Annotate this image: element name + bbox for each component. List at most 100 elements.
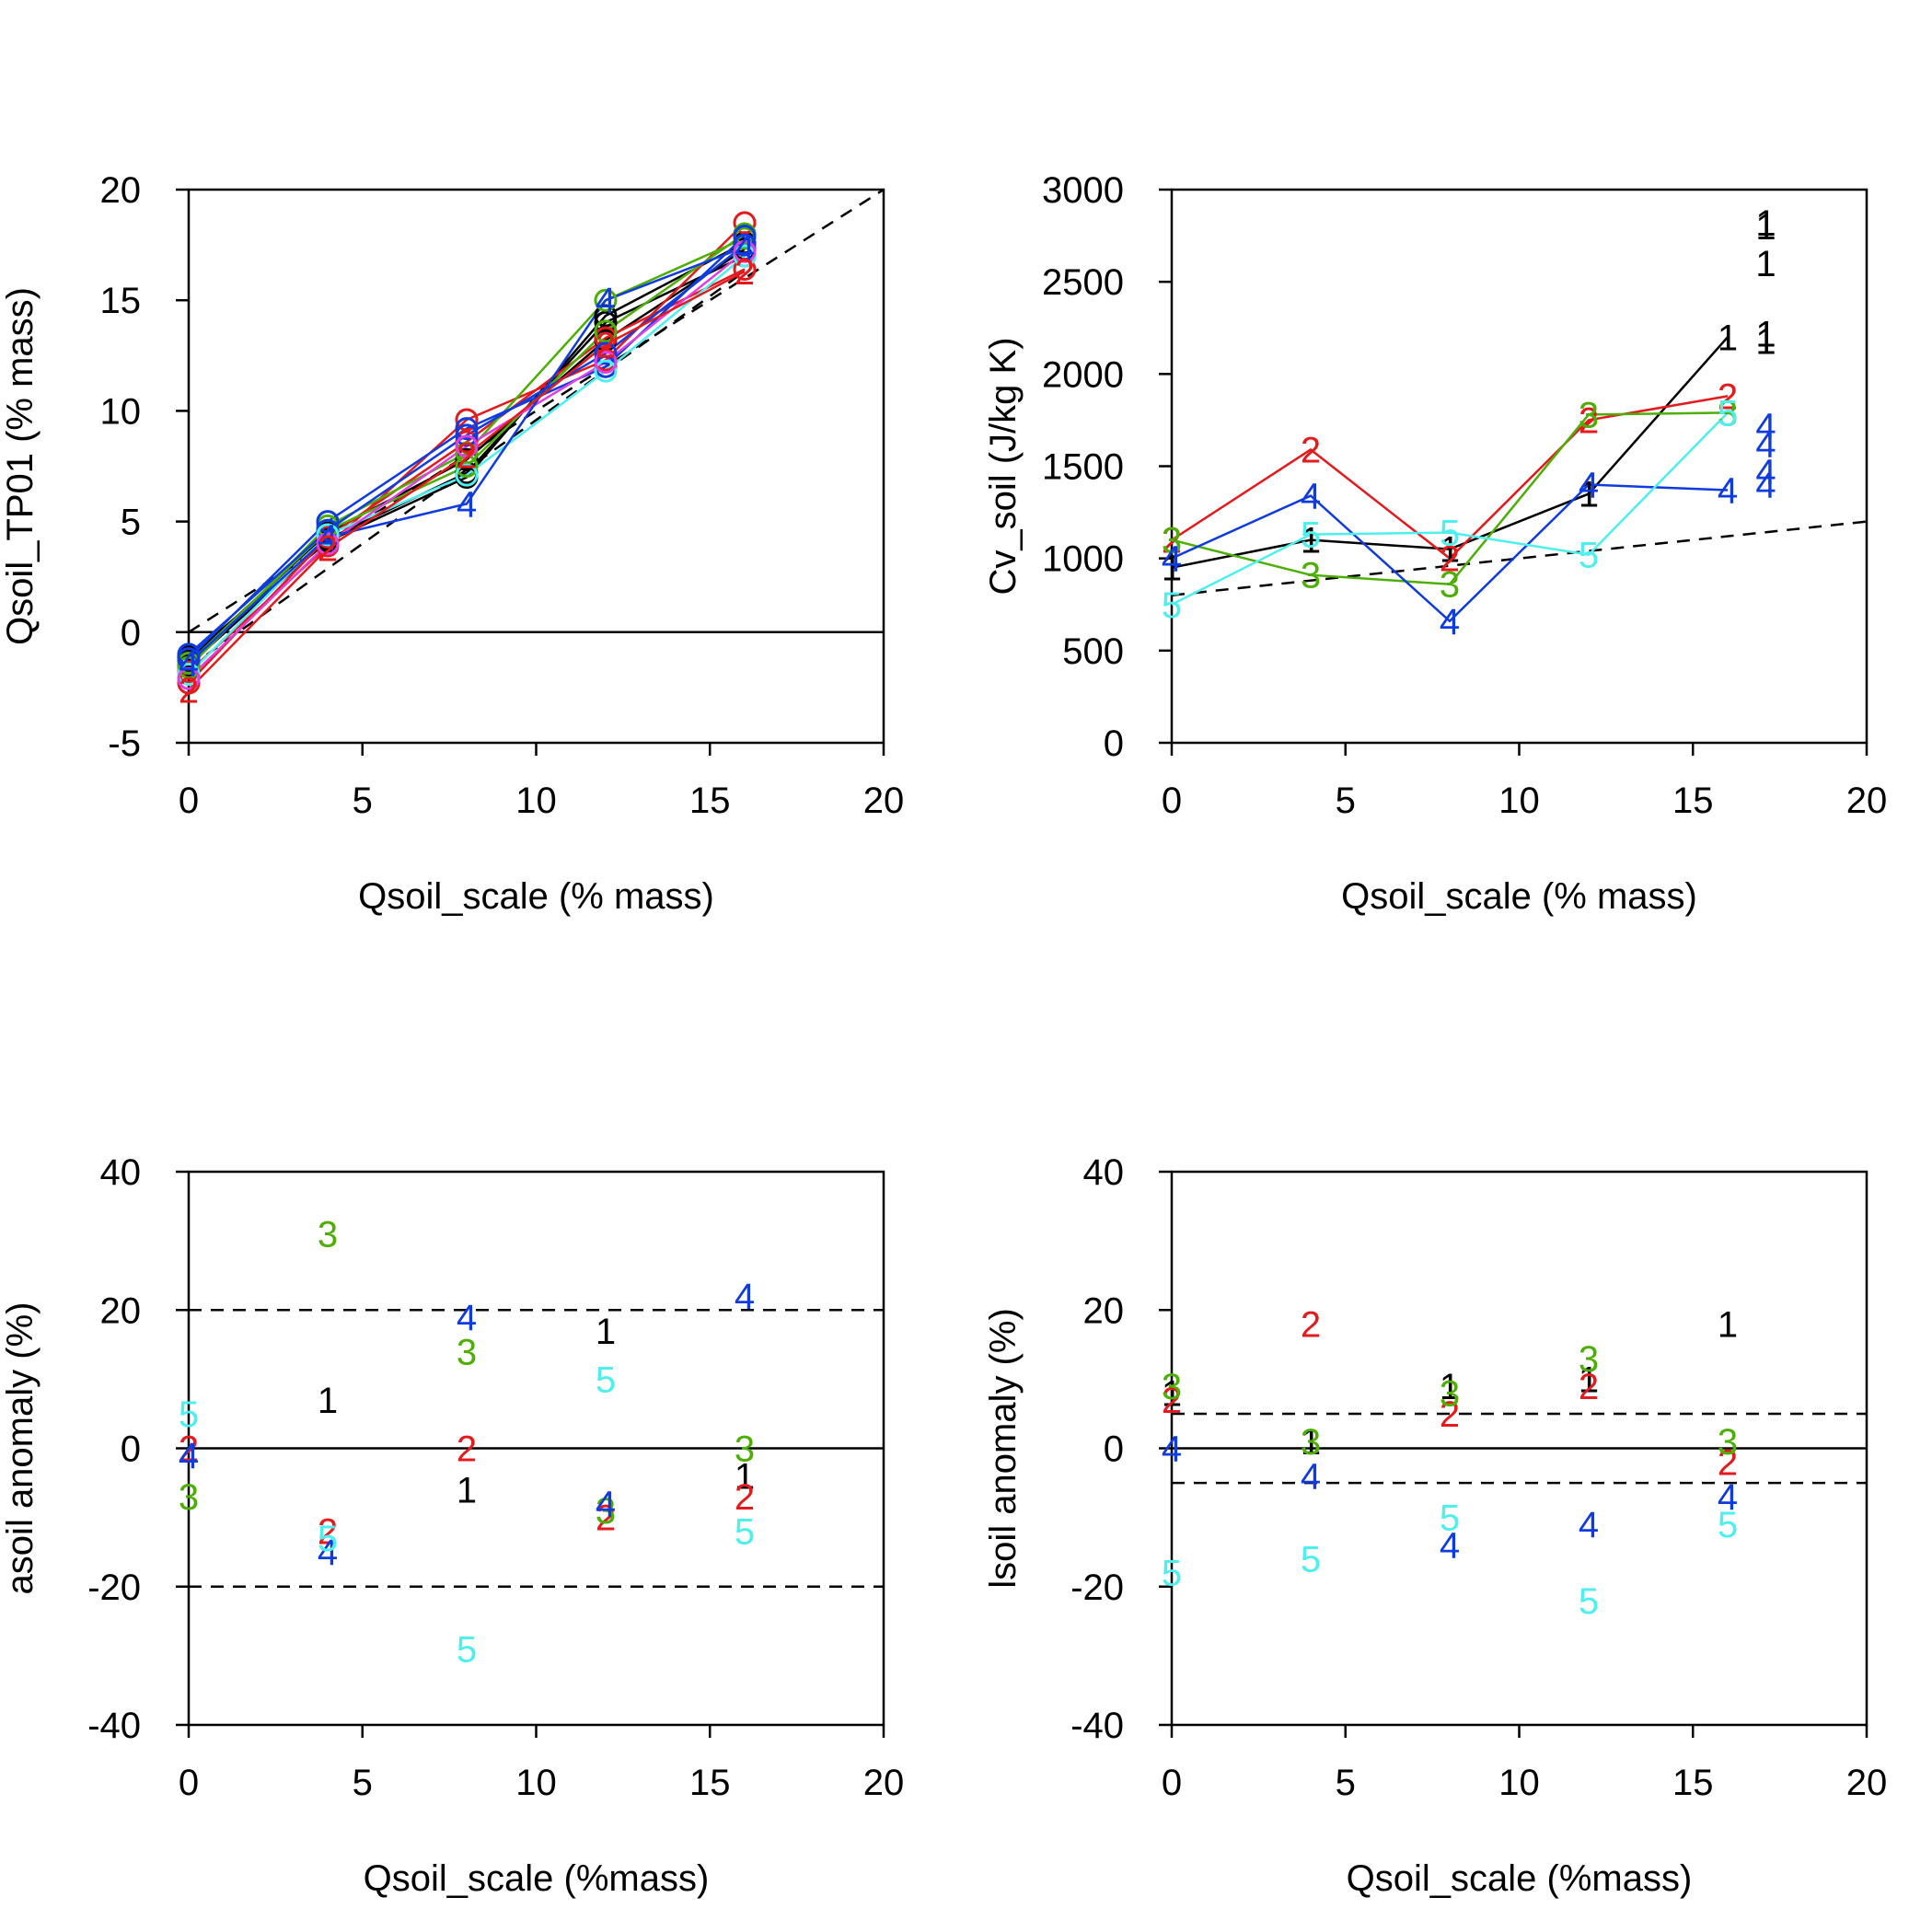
data-point-label: 3 — [1162, 521, 1182, 561]
data-point-label: 2 — [1718, 376, 1738, 417]
data-point-label: 3 — [1301, 1422, 1321, 1463]
data-point-label: 4 — [1301, 1457, 1321, 1498]
data-point-label: 3 — [179, 1477, 199, 1518]
data-point-label: 2 — [1162, 521, 1182, 561]
x-tick-label: 5 — [1336, 1763, 1356, 1803]
data-point-label: 5 — [457, 1629, 477, 1670]
reference-dashed-line — [1172, 520, 1867, 596]
data-point — [594, 326, 618, 350]
data-point — [594, 304, 618, 328]
data-point — [594, 310, 618, 334]
data-point-label: 3 — [1440, 1373, 1460, 1414]
plot-area — [189, 190, 884, 691]
series-line — [189, 246, 746, 665]
y-axis-label: lsoil anomaly (%) — [983, 1308, 1024, 1589]
panel-1: 0 5 10 15 20 -5 0 5 10 15 20 Qsoil_scale (% mass) Qs… — [0, 170, 904, 917]
data-point-label: 5 — [596, 1359, 616, 1400]
x-tick-label: 0 — [1162, 1763, 1182, 1803]
data-point-label: 2 — [318, 528, 338, 569]
x-tick-label: 0 — [1162, 781, 1182, 821]
y-tick-label: 2500 — [1042, 262, 1124, 303]
data-point-label: 3 — [1579, 395, 1599, 435]
y-tick-label: 0 — [1104, 1429, 1124, 1470]
data-point — [455, 423, 479, 447]
series-line — [1172, 411, 1729, 586]
y-axis-label: Qsoil_TP01 (% mass) — [0, 287, 40, 645]
y-tick-label: 0 — [1104, 723, 1124, 764]
data-point-label: 4 — [457, 484, 477, 525]
data-point-label: 4 — [1718, 1477, 1738, 1518]
data-point — [455, 447, 479, 471]
y-tick-label: 20 — [100, 1290, 142, 1331]
data-point-label: 1 — [1162, 549, 1182, 589]
data-point — [455, 434, 479, 458]
data-point-label: 2 — [1162, 1381, 1182, 1421]
data-point-label: 4 — [318, 1533, 338, 1573]
data-point-label: 3 — [1718, 393, 1738, 434]
series-line — [189, 270, 746, 691]
y-tick-label: 0 — [121, 613, 141, 654]
data-point-label: 3 — [1301, 556, 1321, 596]
data-point-label: 4 — [1718, 471, 1738, 512]
data-point-label: 4 — [735, 228, 755, 269]
data-point-label: 4 — [1755, 453, 1776, 493]
data-point-label: 5 — [1301, 515, 1321, 556]
data-point — [316, 510, 340, 534]
data-point-label: 3 — [596, 1491, 616, 1532]
y-tick-label: 500 — [1062, 631, 1124, 672]
y-tick-label: -20 — [1070, 1568, 1124, 1608]
data-point-label: 2 — [735, 252, 755, 293]
x-tick-label: 20 — [863, 781, 905, 821]
x-tick-label: 0 — [179, 781, 199, 821]
data-point-label: 2 — [179, 1429, 199, 1470]
data-point-label: 5 — [735, 1512, 755, 1553]
data-point-label: 3 — [735, 1429, 755, 1470]
data-point-label: 1 — [1718, 1304, 1738, 1345]
y-axis-label: Cv_soil (J/kg K) — [983, 337, 1024, 595]
y-tick-label: 2000 — [1042, 354, 1124, 395]
data-point-label: 3 — [1440, 565, 1460, 606]
x-tick-label: 5 — [1336, 781, 1356, 821]
data-point-label: 5 — [1440, 1498, 1460, 1539]
data-point-label: 3 — [1718, 1422, 1738, 1463]
series-line — [1172, 395, 1729, 561]
x-tick-label: 10 — [1498, 1763, 1540, 1803]
data-point — [455, 417, 479, 441]
y-tick-label: 20 — [1083, 1290, 1125, 1331]
data-point — [455, 441, 479, 465]
data-point-label: 3 — [1579, 1339, 1599, 1380]
data-point-label: 4 — [318, 517, 338, 558]
data-point-label: 1 — [1440, 1367, 1460, 1407]
data-point-label: 4 — [596, 281, 616, 321]
x-tick-label: 15 — [689, 1763, 731, 1803]
data-point-label: 1 — [1162, 1373, 1182, 1414]
x-tick-label: 20 — [1846, 1763, 1888, 1803]
data-point-label: 2 — [1440, 1394, 1460, 1435]
y-tick-label: 40 — [1083, 1152, 1125, 1193]
plot-area — [189, 1309, 884, 1588]
y-tick-label: 1500 — [1042, 447, 1124, 488]
x-tick-label: 15 — [689, 781, 731, 821]
y-tick-label: 5 — [121, 503, 141, 543]
x-tick-label: 10 — [1498, 781, 1540, 821]
x-tick-label: 15 — [1672, 781, 1714, 821]
y-tick-label: 20 — [100, 170, 142, 211]
x-tick-label: 20 — [863, 1763, 905, 1803]
y-tick-label: 1000 — [1042, 539, 1124, 580]
data-point-label: 2 — [457, 435, 477, 476]
data-point — [594, 351, 618, 375]
data-point — [455, 408, 479, 432]
data-point-label: 5 — [1162, 585, 1182, 626]
data-point-label: 4 — [1755, 424, 1776, 465]
data-point-label: 5 — [318, 1519, 338, 1559]
series-line — [1172, 336, 1729, 569]
plot-frame — [187, 188, 885, 745]
data-point-label: 2 — [1579, 1367, 1599, 1407]
x-tick-label: 5 — [353, 1763, 373, 1803]
data-point-label: 2 — [318, 1512, 338, 1553]
data-point-label: 5 — [1579, 536, 1599, 576]
data-point-label: 5 — [1440, 514, 1460, 554]
data-point-label: 2 — [1718, 1443, 1738, 1484]
